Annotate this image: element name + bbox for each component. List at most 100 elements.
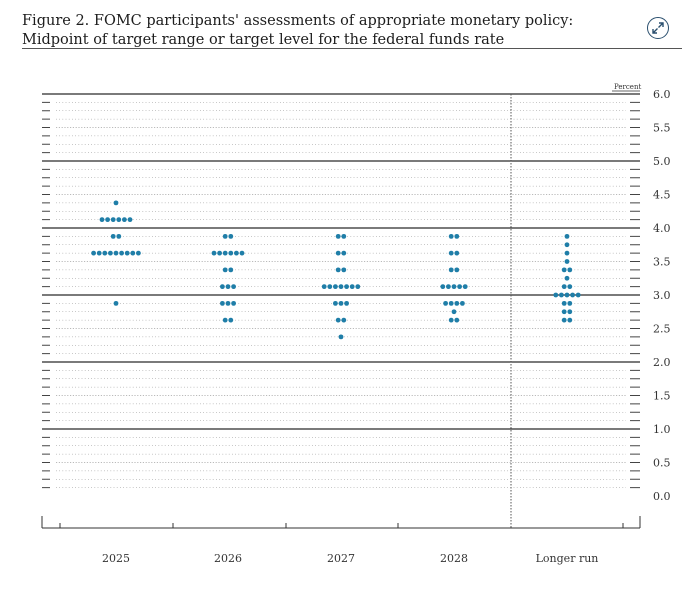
expand-arrows-icon <box>652 22 664 34</box>
participant-dot <box>559 292 564 298</box>
participant-dot <box>96 250 102 256</box>
participant-dot <box>567 284 573 290</box>
participant-dot <box>553 292 559 298</box>
participant-dot <box>335 317 341 323</box>
participant-dot <box>338 300 344 306</box>
participant-dot <box>457 284 462 290</box>
participant-dot <box>341 317 347 323</box>
participant-dot <box>451 309 457 315</box>
participant-dot <box>222 233 228 239</box>
participant-dot <box>564 233 570 239</box>
y-tick-label: 6.0 <box>653 88 671 101</box>
y-tick-label: 5.0 <box>653 155 671 168</box>
participant-dot <box>327 284 333 290</box>
y-unit-label: Percent <box>614 83 641 91</box>
participant-dot <box>460 300 465 306</box>
x-category-label: 2027 <box>327 552 355 565</box>
participant-dot <box>570 292 575 298</box>
participant-dot <box>102 250 108 256</box>
participant-dot <box>116 217 122 223</box>
participant-dot <box>338 334 344 340</box>
y-tick-label: 0.0 <box>653 490 671 503</box>
participant-dot <box>217 250 223 256</box>
y-tick-label: 3.5 <box>653 256 671 269</box>
participant-dot <box>228 317 234 323</box>
participant-dot <box>113 300 119 306</box>
participant-dot <box>225 300 231 306</box>
participant-dot <box>446 284 451 290</box>
participant-dot <box>448 300 454 306</box>
participant-dot <box>454 233 460 239</box>
participant-dot <box>448 267 454 273</box>
participant-dot <box>99 217 105 223</box>
dot-marks <box>91 200 581 340</box>
figure-title: Figure 2. FOMC participants' assessments… <box>22 13 574 48</box>
participant-dot <box>344 284 349 290</box>
participant-dot <box>335 250 341 256</box>
y-tick-label: 4.0 <box>653 222 671 235</box>
participant-dot <box>344 300 349 306</box>
participant-dot <box>220 300 225 306</box>
participant-dot <box>108 250 113 256</box>
participant-dot <box>341 250 347 256</box>
x-category-label: 2025 <box>102 552 130 565</box>
participant-dot <box>222 267 228 273</box>
x-category-label: 2028 <box>440 552 468 565</box>
participant-dot <box>454 300 460 306</box>
participant-dot <box>564 259 570 264</box>
x-category-label: Longer run <box>536 552 599 565</box>
participant-dot <box>564 275 570 281</box>
y-tick-label: 5.5 <box>653 122 671 135</box>
participant-dot <box>454 317 460 323</box>
participant-dot <box>561 284 567 290</box>
participant-dot <box>335 267 341 273</box>
x-category-label: 2026 <box>214 552 242 565</box>
expand-button[interactable] <box>647 17 669 39</box>
participant-dot <box>136 250 141 256</box>
participant-dot <box>228 250 234 256</box>
participant-dot <box>567 300 573 306</box>
participant-dot <box>341 267 347 273</box>
axes <box>41 90 641 529</box>
participant-dot <box>454 250 460 256</box>
participant-dot <box>448 233 454 239</box>
participant-dot <box>228 233 234 239</box>
participant-dot <box>462 284 468 290</box>
participant-dot <box>130 250 136 256</box>
participant-dot <box>335 233 341 239</box>
participant-dot <box>113 250 119 256</box>
participant-dot <box>110 217 116 223</box>
y-tick-labels: 6.0 5.5 5.0 4.5 4.0 3.5 3.0 2.5 2.0 1.5 1.0 0.5 0.0 <box>653 88 671 503</box>
participant-dot <box>105 217 110 223</box>
participant-dot <box>124 250 130 256</box>
participant-dot <box>119 250 124 256</box>
participant-dot <box>91 250 96 256</box>
participant-dot <box>564 292 570 298</box>
participant-dot <box>567 309 573 315</box>
participant-dot <box>561 300 567 306</box>
y-tick-label: 1.0 <box>653 423 671 436</box>
participant-dot <box>440 284 446 290</box>
participant-dot <box>575 292 581 298</box>
participant-dot <box>228 267 234 273</box>
participant-dot <box>448 250 454 256</box>
participant-dot <box>355 284 361 290</box>
participant-dot <box>225 284 231 290</box>
y-tick-label: 4.5 <box>653 189 671 202</box>
participant-dot <box>222 317 228 323</box>
participant-dot <box>349 284 355 290</box>
title-divider <box>22 48 682 49</box>
y-tick-label: 1.5 <box>653 390 671 403</box>
participant-dot <box>567 317 573 323</box>
participant-dot <box>333 284 338 290</box>
participant-dot <box>454 267 460 273</box>
participant-dot <box>127 217 133 223</box>
y-tick-label: 0.5 <box>653 457 671 470</box>
participant-dot <box>231 300 237 306</box>
participant-dot <box>561 317 567 323</box>
y-tick-label: 2.0 <box>653 356 671 369</box>
participant-dot <box>564 250 570 256</box>
x-category-labels: 2025 2026 2027 2028 Longer run <box>102 552 598 565</box>
participant-dot <box>561 309 567 315</box>
